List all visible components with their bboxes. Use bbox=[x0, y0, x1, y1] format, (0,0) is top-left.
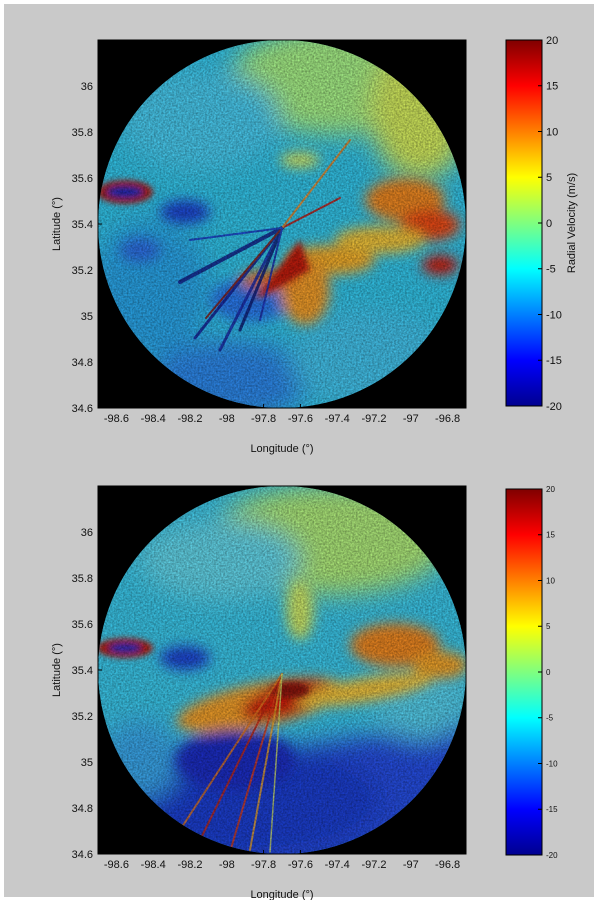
x-tick-label: -97 bbox=[403, 413, 419, 425]
x-tick-label: -98 bbox=[219, 859, 235, 871]
colorbar-tick-label: -20 bbox=[546, 851, 558, 860]
colorbar bbox=[505, 488, 543, 856]
y-tick-label: 36 bbox=[81, 81, 93, 93]
y-tick-label: 35.8 bbox=[72, 573, 93, 585]
x-tick-label: -98.2 bbox=[177, 859, 202, 871]
y-tick-label: 34.6 bbox=[72, 403, 93, 415]
y-tick-label: 34.8 bbox=[72, 803, 93, 815]
x-tick-label: -96.8 bbox=[435, 859, 460, 871]
y-tick-label: 35.4 bbox=[72, 219, 93, 231]
y-tick-label: 35 bbox=[81, 757, 93, 769]
colorbar-tick-label: -20 bbox=[546, 401, 562, 413]
colorbar-tick-label: -15 bbox=[546, 355, 562, 367]
x-tick-label: -97.8 bbox=[251, 859, 276, 871]
colorbar-tick-label: 10 bbox=[546, 126, 558, 138]
x-tick-label: -98.6 bbox=[104, 859, 129, 871]
x-tick-label: -96.8 bbox=[435, 413, 460, 425]
colorbar-tick-label: 20 bbox=[546, 35, 558, 47]
colorbar-tick-label: 0 bbox=[546, 668, 551, 677]
colorbar-tick-label: -10 bbox=[546, 759, 558, 768]
x-tick-label: -97.6 bbox=[288, 413, 313, 425]
y-tick-label: 35.8 bbox=[72, 127, 93, 139]
y-tick-label: 34.6 bbox=[72, 849, 93, 861]
colorbar-tick-label: 0 bbox=[546, 218, 552, 230]
colorbar-tick-label: -10 bbox=[546, 309, 562, 321]
x-tick-label: -97.8 bbox=[251, 413, 276, 425]
top-panel bbox=[98, 40, 466, 408]
y-tick-label: 35.2 bbox=[72, 265, 93, 277]
y-tick-label: 35.6 bbox=[72, 619, 93, 631]
y-tick-label: 36 bbox=[81, 527, 93, 539]
bottom-velocity-field bbox=[98, 486, 466, 854]
axes-radial-velocity-map-bottom: -98.6 -98.4 -98.2 -98 -97.8 -97.6 -97.4 -97.2 -9… bbox=[51, 485, 558, 900]
y-tick-label: 34.8 bbox=[72, 357, 93, 369]
colorbar-tick-label: 15 bbox=[546, 81, 558, 93]
y-tick-label: 35.4 bbox=[72, 665, 93, 677]
x-tick-label: -97.4 bbox=[325, 413, 350, 425]
colorbar-tick-label: 5 bbox=[546, 172, 552, 184]
x-tick-label: -98.6 bbox=[104, 413, 129, 425]
colorbar-tick-label: 10 bbox=[546, 576, 555, 585]
colorbar-tick-label: -15 bbox=[546, 805, 558, 814]
colorbar-tick-label: 20 bbox=[546, 485, 555, 494]
x-tick-label: -98.2 bbox=[177, 413, 202, 425]
y-tick-label: 35.2 bbox=[72, 711, 93, 723]
y-axis-label: Latitude (°) bbox=[51, 197, 63, 251]
x-axis-label: Longitude (°) bbox=[250, 889, 313, 900]
colorbar-tick-label: -5 bbox=[546, 264, 556, 276]
x-tick-label: -98.4 bbox=[141, 413, 166, 425]
x-tick-label: -97.2 bbox=[361, 859, 386, 871]
colorbar-tick-label: 5 bbox=[546, 622, 551, 631]
y-axis-label: Latitude (°) bbox=[51, 643, 63, 697]
x-tick-label: -97.6 bbox=[288, 859, 313, 871]
x-tick-label: -98.4 bbox=[141, 859, 166, 871]
bottom-panel bbox=[98, 486, 466, 854]
x-tick-label: -97 bbox=[403, 859, 419, 871]
x-tick-label: -97.2 bbox=[361, 413, 386, 425]
y-tick-label: 35.6 bbox=[72, 173, 93, 185]
colorbar bbox=[505, 39, 543, 407]
axes-radial-velocity-map-top: -98.6 -98.4 -98.2 -98 -97.8 -97.6 -97.4 -97.2 -9… bbox=[51, 35, 578, 455]
x-axis-label: Longitude (°) bbox=[250, 443, 313, 455]
colorbar-tick-label: -5 bbox=[546, 714, 554, 723]
x-tick-label: -98 bbox=[219, 413, 235, 425]
y-tick-label: 35 bbox=[81, 311, 93, 323]
colorbar-tick-label: 15 bbox=[546, 531, 555, 540]
colorbar-label: Radial Velocity (m/s) bbox=[566, 173, 578, 273]
x-tick-label: -97.4 bbox=[325, 859, 350, 871]
axes-overlay: -98.6 -98.4 -98.2 -98 -97.8 -97.6 -97.4 -97.2 -9… bbox=[51, 35, 578, 900]
